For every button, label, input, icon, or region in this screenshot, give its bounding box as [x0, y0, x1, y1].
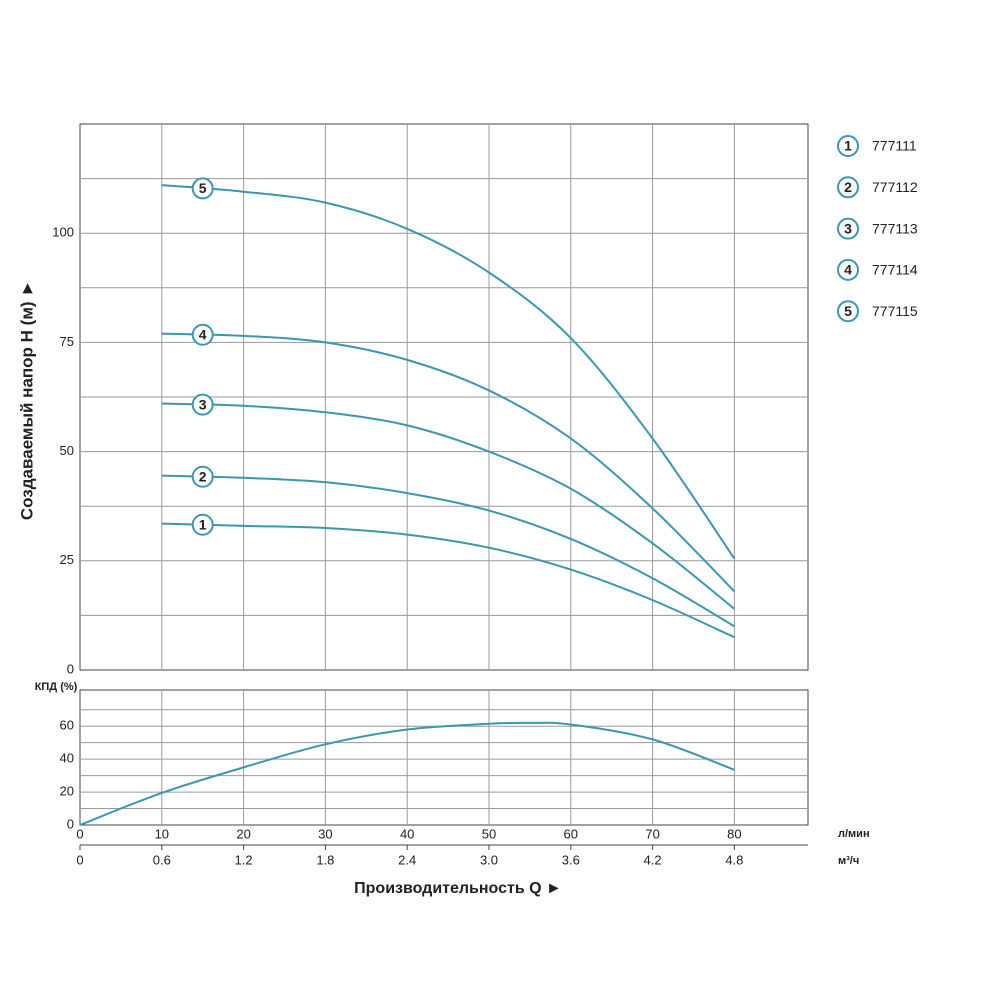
line	[161, 474, 735, 628]
plot-frame	[79, 689, 809, 826]
x-tick-label: 30	[318, 826, 332, 841]
legend-number: 2	[844, 179, 852, 195]
legend-label: 777113	[872, 220, 918, 236]
curve-label: 1	[199, 516, 207, 532]
curve-marker	[191, 323, 214, 346]
x-tick-label: 60	[564, 826, 578, 841]
x-tick-label: 40	[400, 826, 414, 841]
legend-label: 777115	[872, 303, 918, 319]
line	[161, 402, 736, 610]
y-tick-label: 100	[52, 225, 74, 240]
y-tick-label: 25	[60, 552, 74, 567]
legend-number: 3	[844, 220, 852, 236]
x-tick-label: 80	[727, 826, 741, 841]
line	[161, 184, 736, 560]
x2-tick-label: 0.6	[153, 852, 171, 867]
x2-tick-label: 0	[76, 852, 83, 867]
curve-label: 3	[199, 396, 207, 412]
x2-unit: м³/ч	[838, 855, 859, 867]
x-tick-label: 0	[76, 826, 83, 841]
legend-marker	[837, 135, 859, 157]
x-tick-label: 70	[645, 826, 659, 841]
x2-tick-label: 1.2	[235, 852, 253, 867]
x-tick-label: 50	[482, 826, 496, 841]
x-tick-label: 20	[236, 826, 250, 841]
legend-number: 4	[844, 262, 852, 278]
line	[161, 522, 735, 639]
x2-tick-label: 1.8	[316, 852, 334, 867]
legend-label: 777112	[872, 179, 918, 195]
x-axis-label: Производительность Q ►	[354, 880, 562, 897]
legend-marker	[837, 217, 859, 240]
x2-tick-label: 4.2	[644, 852, 662, 867]
line	[161, 332, 736, 593]
y-tick-label: 20	[60, 784, 74, 799]
y-tick-label: 40	[60, 751, 74, 766]
x-tick-label: 10	[155, 826, 169, 841]
y-tick-label: 50	[60, 443, 74, 458]
legend-marker	[837, 176, 859, 199]
legend-marker	[837, 258, 859, 281]
legend-label: 777114	[872, 262, 918, 278]
curve-marker	[191, 393, 214, 416]
legend-label: 777111	[872, 138, 917, 154]
curve-label: 4	[199, 326, 207, 342]
legend-marker	[837, 300, 859, 323]
x2-tick-label: 2.4	[398, 852, 416, 867]
curve-label: 5	[199, 180, 207, 196]
line	[79, 721, 735, 826]
y-tick-label: 0	[67, 661, 74, 676]
y-tick-label: 75	[60, 334, 74, 349]
curve-marker	[191, 465, 214, 488]
curve-marker	[191, 177, 214, 200]
y-axis-label: КПД (%)	[35, 681, 78, 693]
x2-tick-label: 3.0	[480, 852, 498, 867]
x2-tick-label: 4.8	[725, 852, 743, 867]
legend-number: 5	[844, 303, 852, 319]
y-axis-label: Создаваемый напор H (м) ►	[17, 280, 36, 520]
x-unit: л/мин	[838, 828, 870, 840]
y-tick-label: 60	[60, 718, 74, 733]
curve-label: 2	[199, 468, 207, 484]
curve-marker	[191, 513, 214, 536]
x2-tick-label: 3.6	[562, 852, 580, 867]
legend-number: 1	[844, 138, 852, 154]
y-tick-label: 0	[67, 816, 74, 831]
